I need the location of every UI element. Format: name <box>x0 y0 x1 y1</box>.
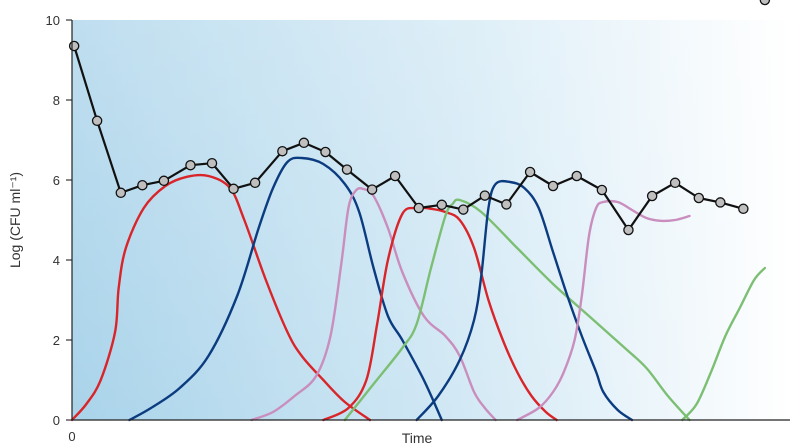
x-axis-title: Time <box>402 430 433 446</box>
total-population-point-3 <box>115 187 127 199</box>
y-axis-title: Log (CFU ml⁻¹) <box>7 172 23 268</box>
clone-curve-1-red <box>70 173 372 422</box>
total-population-point-25 <box>623 224 634 236</box>
y-tick-label-2: 2 <box>53 333 60 348</box>
total-population-point-7 <box>206 157 218 169</box>
clone-curve-7-pink <box>515 199 691 422</box>
total-population-point-4 <box>137 179 148 191</box>
total-population-point-23 <box>571 170 583 182</box>
total-population-point-19 <box>479 190 491 201</box>
total-population-point-17 <box>436 199 448 211</box>
y-tick-label-0: 0 <box>53 413 60 428</box>
total-population-point-24 <box>596 184 608 196</box>
total-population-point-13 <box>341 164 353 175</box>
y-tick-label-8: 8 <box>53 93 60 108</box>
clone-curve-4-red <box>322 206 558 422</box>
total-population-point-1 <box>68 40 80 52</box>
clone-curve-6-blue <box>415 179 634 422</box>
clone-curve-8-green <box>681 266 767 422</box>
total-population-point-27 <box>669 177 681 189</box>
total-population-point-9 <box>249 177 261 189</box>
total-population-point-8 <box>228 183 239 195</box>
tick-labels: 0 2 4 6 8 10 0 <box>46 13 76 444</box>
axes <box>66 19 790 421</box>
total-population-point-11 <box>298 137 310 149</box>
total-population-point-14 <box>366 184 378 195</box>
total-population-point-5 <box>158 175 170 187</box>
total-population-point-20 <box>501 199 512 210</box>
y-tick-label-6: 6 <box>53 173 60 188</box>
x-tick-label-0: 0 <box>68 429 75 444</box>
clone-curve-2-blue <box>128 156 443 422</box>
total-population-point-2 <box>91 115 103 127</box>
total-population-point-21 <box>524 166 536 178</box>
total-population-point-16 <box>413 202 425 214</box>
total-population-point-15 <box>389 170 401 182</box>
clone-curve-5-green <box>343 198 691 422</box>
total-population-point-10 <box>277 145 288 157</box>
plot-background-overlay <box>72 20 790 420</box>
y-tick-label-10: 10 <box>46 13 60 28</box>
total-population-point-30 <box>738 203 749 215</box>
total-population-point-28 <box>693 192 705 204</box>
total-population-point-31 <box>759 0 771 6</box>
total-population-point-29 <box>715 197 726 208</box>
total-population-point-6 <box>185 159 196 171</box>
total-population-point-18 <box>458 204 469 215</box>
total-population-point-22 <box>547 180 559 192</box>
y-tick-label-4: 4 <box>53 253 60 268</box>
total-population-point-12 <box>320 146 331 158</box>
total-population-point-26 <box>646 190 658 202</box>
